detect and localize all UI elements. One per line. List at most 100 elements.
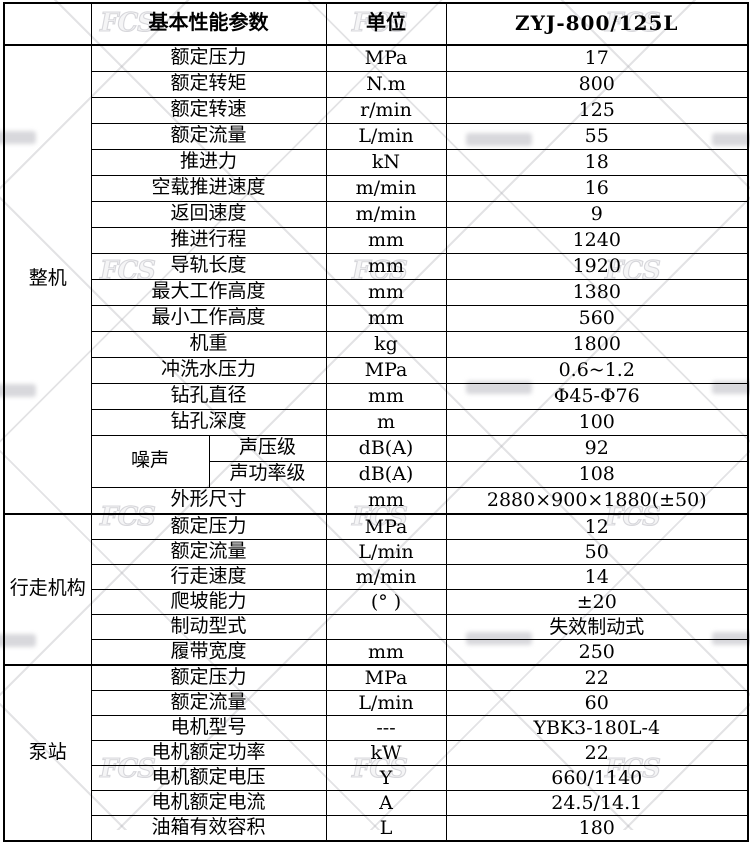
table-row: 推进力 kN 18	[4, 149, 749, 176]
unit-cell: mm	[325, 305, 447, 332]
param-cell: 额定转矩	[90, 71, 327, 98]
unit-cell: L	[325, 815, 447, 842]
value-cell: 660/1140	[445, 765, 749, 791]
param-cell: 履带宽度	[90, 639, 327, 666]
table-row: 冲洗水压力 MPa 0.6~1.2	[4, 357, 749, 384]
table-row: 推进行程 mm 1240	[4, 227, 749, 254]
unit-cell: m/min	[325, 564, 447, 590]
param-cell: 油箱有效容积	[90, 815, 327, 842]
group-cell-whole-machine: 整机	[3, 44, 92, 515]
param-cell: 推进行程	[90, 227, 327, 254]
unit-cell: Y	[325, 765, 447, 791]
table-row: 机重 kg 1800	[4, 331, 749, 358]
group-cell-pump-station: 泵站	[3, 664, 92, 842]
value-cell: 1240	[445, 227, 749, 254]
param-cell: 额定流量	[90, 539, 327, 565]
param-cell: 额定转速	[90, 97, 327, 124]
param-cell: 额定压力	[90, 513, 327, 540]
param-cell: 机重	[90, 331, 327, 358]
unit-cell: m/min	[325, 175, 447, 202]
value-cell: 18	[445, 149, 749, 176]
value-cell: 12	[445, 513, 749, 540]
param-cell: 最大工作高度	[90, 279, 327, 306]
table-row: 电机额定电压 Y 660/1140	[4, 765, 749, 791]
unit-cell: dB(A)	[325, 461, 447, 488]
unit-cell: mm	[325, 227, 447, 254]
table-row: 额定流量 L/min 50	[4, 539, 749, 565]
unit-cell: mm	[325, 639, 447, 666]
unit-cell: kN	[325, 149, 447, 176]
unit-cell: kW	[325, 740, 447, 766]
value-cell: 60	[445, 690, 749, 716]
param-cell: 额定压力	[90, 664, 327, 691]
param-cell: 电机型号	[90, 715, 327, 741]
value-cell: 22	[445, 740, 749, 766]
table-row: 额定转矩 N.m 800	[4, 71, 749, 98]
value-cell: 0.6~1.2	[445, 357, 749, 384]
value-cell: 9	[445, 201, 749, 228]
unit-cell: mm	[325, 279, 447, 306]
table-row: 外形尺寸 mm 2880×900×1880(±50)	[4, 487, 749, 515]
param-cell: 额定流量	[90, 690, 327, 716]
value-cell: 2880×900×1880(±50)	[445, 487, 749, 515]
unit-cell: MPa	[325, 44, 447, 72]
table-row: 泵站 额定压力 MPa 22	[3, 664, 749, 842]
unit-cell: A	[325, 790, 447, 816]
table-row: 行走机构 额定压力 MPa 12	[3, 513, 749, 666]
param-cell: 最小工作高度	[90, 305, 327, 332]
header-model-cell: ZYJ-800/125L	[445, 2, 749, 46]
value-cell: 100	[445, 409, 749, 436]
value-cell: 1380	[445, 279, 749, 306]
table-row: 最小工作高度 mm 560	[4, 305, 749, 332]
param-cell: 钻孔深度	[90, 409, 327, 436]
table-row: 行走速度 m/min 14	[4, 564, 749, 590]
unit-cell: MPa	[325, 664, 447, 691]
value-cell: 14	[445, 564, 749, 590]
value-cell: Φ45-Φ76	[445, 383, 749, 410]
group-cell-travel-mechanism: 行走机构	[3, 513, 92, 666]
table-row: 最大工作高度 mm 1380	[4, 279, 749, 306]
table-row: 额定流量 L/min 55	[4, 123, 749, 150]
table-row: 爬坡能力 (° ) ±20	[4, 589, 749, 615]
param-cell: 空载推进速度	[90, 175, 327, 202]
param-cell-noise: 噪声	[90, 435, 210, 488]
param-cell: 返回速度	[90, 201, 327, 228]
value-cell: 失效制动式	[445, 614, 749, 640]
param-cell: 钻孔直径	[90, 383, 327, 410]
table-row: 钻孔直径 mm Φ45-Φ76	[4, 383, 749, 410]
table-row: 电机额定电流 A 24.5/14.1	[4, 790, 749, 816]
table-row: 空载推进速度 m/min 16	[4, 175, 749, 202]
value-cell: YBK3-180L-4	[445, 715, 749, 741]
value-cell: 180	[445, 815, 749, 842]
value-cell: 17	[445, 44, 749, 72]
param-cell: 行走速度	[90, 564, 327, 590]
unit-cell: m/min	[325, 201, 447, 228]
unit-cell: MPa	[325, 357, 447, 384]
value-cell: 560	[445, 305, 749, 332]
table-row: 额定流量 L/min 60	[4, 690, 749, 716]
unit-cell: mm	[325, 253, 447, 280]
unit-cell: mm	[325, 487, 447, 515]
unit-cell: MPa	[325, 513, 447, 540]
unit-cell: mm	[325, 383, 447, 410]
param-cell: 额定流量	[90, 123, 327, 150]
unit-cell: m	[325, 409, 447, 436]
table-row: 噪声 声压级 dB(A) 92	[4, 435, 749, 488]
unit-cell: N.m	[325, 71, 447, 98]
header-unit-cell: 单位	[325, 2, 447, 46]
value-cell: ±20	[445, 589, 749, 615]
value-cell: 92	[445, 435, 749, 462]
unit-cell: L/min	[325, 539, 447, 565]
table-row: 电机额定功率 kW 22	[4, 740, 749, 766]
header-param-cell: 基本性能参数	[90, 2, 327, 46]
param-cell: 爬坡能力	[90, 589, 327, 615]
param-cell: 冲洗水压力	[90, 357, 327, 384]
value-cell: 250	[445, 639, 749, 666]
param-cell: 电机额定电压	[90, 765, 327, 791]
table-row: 制动型式 失效制动式	[4, 614, 749, 640]
param-cell: 电机额定电流	[90, 790, 327, 816]
table-row: 钻孔深度 m 100	[4, 409, 749, 436]
unit-cell: dB(A)	[325, 435, 447, 462]
value-cell: 22	[445, 664, 749, 691]
unit-cell: kg	[325, 331, 447, 358]
